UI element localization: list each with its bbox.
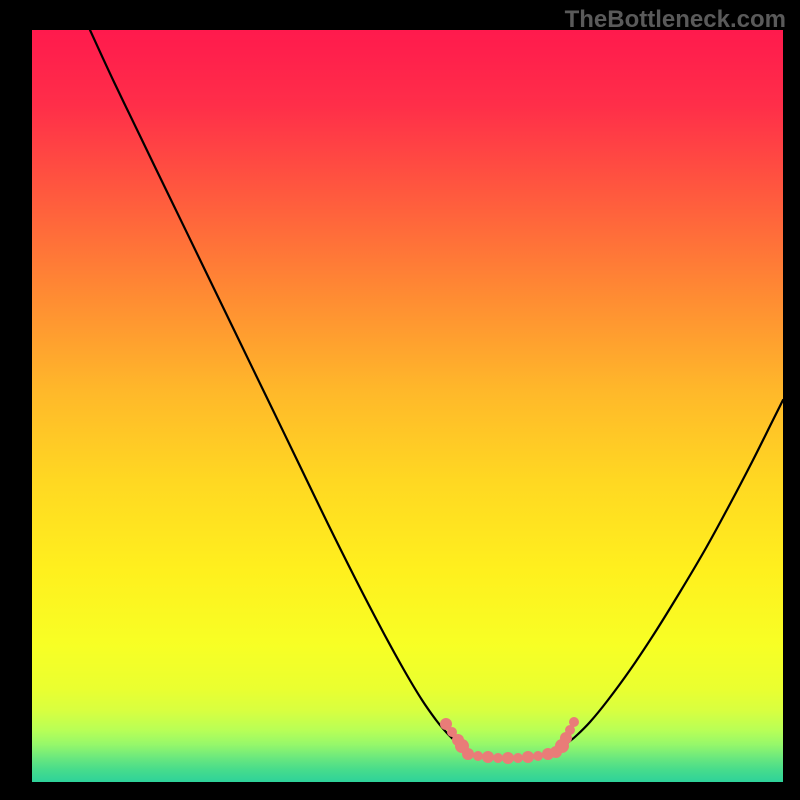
marker-right-3 bbox=[569, 717, 579, 727]
plot-area bbox=[32, 30, 783, 782]
left-curve bbox=[90, 30, 460, 745]
chart-frame: TheBottleneck.com bbox=[0, 0, 800, 800]
watermark-label: TheBottleneck.com bbox=[565, 6, 786, 34]
bottleneck-curves bbox=[32, 30, 783, 782]
right-curve bbox=[566, 400, 783, 744]
